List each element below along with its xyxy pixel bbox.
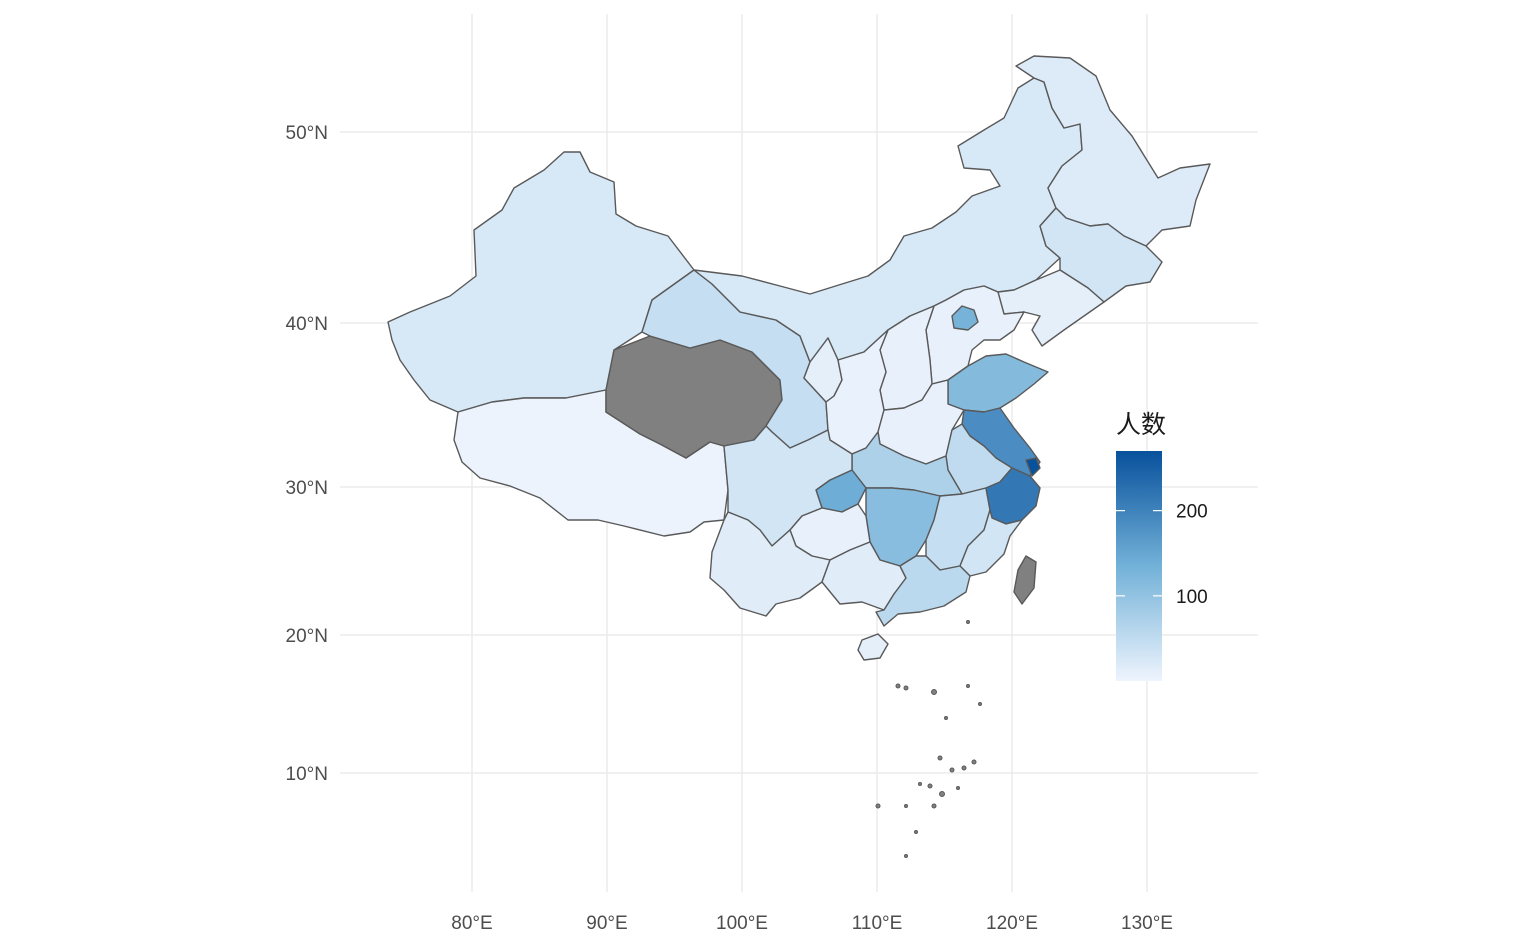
legend-ticks [1116, 510, 1162, 597]
legend: 人数 200 100 [1116, 410, 1208, 681]
region-taiwan [1013, 555, 1037, 605]
region-hainan [857, 633, 889, 661]
y-tick-label-40n: 40°N [286, 314, 328, 335]
y-axis-tick-labels: 50°N 40°N 30°N 20°N 10°N [286, 123, 328, 785]
x-axis-tick-labels: 80°E 90°E 100°E 110°E 120°E 130°E [451, 913, 1173, 934]
legend-title: 人数 [1116, 410, 1166, 439]
y-tick-label-50n: 50°N [286, 123, 328, 144]
x-tick-label-90e: 90°E [586, 913, 627, 934]
legend-colorbar [1116, 451, 1162, 681]
region-guangdong [875, 555, 971, 627]
region-jilin [1039, 207, 1163, 303]
region-xinjiang [387, 151, 695, 413]
x-tick-label-110e: 110°E [852, 913, 903, 934]
provinces [387, 55, 1211, 858]
x-tick-label-80e: 80°E [451, 913, 492, 934]
x-tick-label-130e: 130°E [1121, 913, 1173, 934]
region-liaoning [997, 269, 1105, 347]
x-tick-label-120e: 120°E [986, 913, 1038, 934]
region-beijing [951, 305, 979, 331]
legend-label-200: 200 [1176, 502, 1208, 523]
region-south-china-sea-islands [875, 620, 982, 858]
y-tick-label-30n: 30°N [286, 478, 328, 499]
x-tick-label-100e: 100°E [716, 913, 768, 934]
region-shanghai [1025, 457, 1041, 477]
legend-label-100: 100 [1176, 587, 1208, 608]
y-tick-label-10n: 10°N [286, 764, 328, 785]
y-tick-label-20n: 20°N [286, 626, 328, 647]
